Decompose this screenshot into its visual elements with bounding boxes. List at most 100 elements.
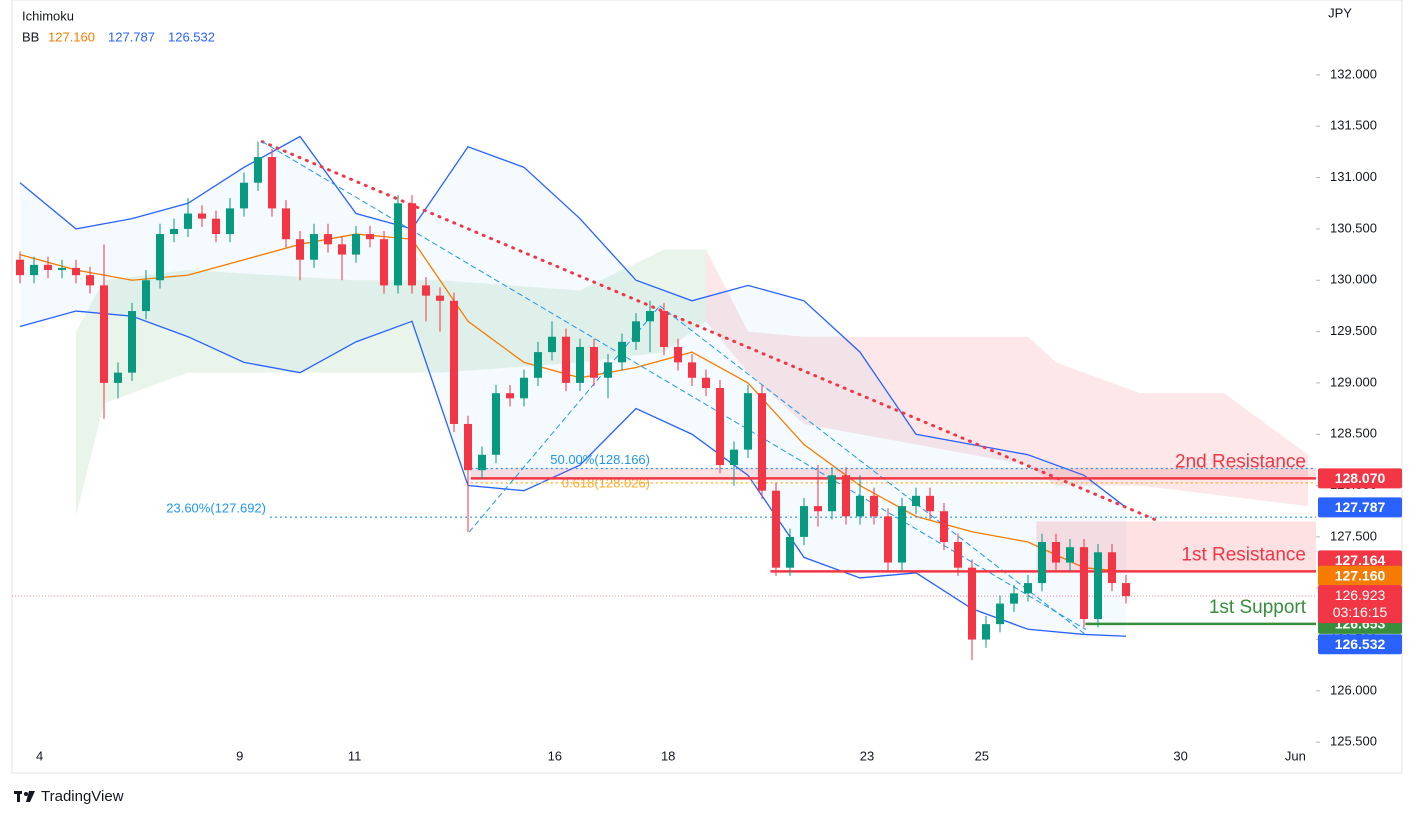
candle-body [534,352,542,378]
candle-body [156,234,164,281]
candle-body [450,300,458,424]
candle-body [184,213,192,229]
level-label: 1st Support [1209,597,1307,618]
candle-body [464,423,472,471]
y-tick-label: 125.500 [1330,734,1377,749]
brand-name: TradingView [41,788,124,805]
candle-body [72,267,80,276]
zone [470,468,1316,479]
currency: JPY [1328,5,1352,20]
candle-body [492,393,500,455]
trendline [659,305,1086,635]
level-label: 2nd Resistance [1175,451,1306,472]
x-tick-label: 18 [661,748,675,763]
candle-body [1122,583,1130,597]
candle-body [786,536,794,568]
candle-body [142,280,150,312]
y-tick-label: 131.000 [1330,169,1377,184]
x-tick-label: 25 [975,748,989,763]
candle-body [128,311,136,373]
annotation-layer: 50.00%(128.166)0.618(128.026)23.60%(127.… [12,140,1316,635]
candle-body [226,208,234,235]
x-tick-label: Jun [1285,748,1306,763]
price-tag [1318,468,1402,489]
candle-body [198,213,206,219]
bb-upper [19,135,1127,508]
candle-body [940,511,948,543]
candle-body [562,336,570,383]
fib-label: 50.00%(128.166) [550,452,650,467]
trendline [468,305,661,533]
indicator-name: Ichimoku [22,8,74,23]
candle-body [324,234,332,245]
candle-body [702,377,710,389]
candle-body [296,239,304,260]
y-tick-label: 132.000 [1330,66,1377,81]
y-tick-label: 126.000 [1330,682,1377,697]
candle-body [366,234,374,240]
candle-body [926,495,934,512]
candle-layer [16,141,1130,661]
x-tick-label: 30 [1173,748,1187,763]
candle-body [814,506,822,512]
price-tag [1318,565,1402,586]
candle-body [352,234,360,255]
x-tick-label: 23 [860,748,874,763]
candle-body [1010,593,1018,604]
candle-body [912,495,920,507]
last-price-tag [1318,585,1402,624]
candle-body [730,449,738,466]
price-tag [1318,634,1402,655]
y-tick-label: 127.500 [1330,528,1377,543]
candle-body [548,336,556,353]
candle-body [884,516,892,563]
candle-body [478,454,486,471]
candle-body [842,475,850,517]
candle-body [254,157,262,183]
price-tag-label: 127.164 [1335,552,1386,568]
candle-body [646,311,654,322]
candle-body [1024,583,1032,594]
candle-body [996,603,1004,625]
candle-body [576,346,584,383]
bb-value: 126.532 [168,29,215,44]
bb-value: 127.160 [48,29,95,44]
candle-body [590,346,598,378]
candle-body [86,275,94,286]
candle-body [16,259,24,276]
candle-body [1066,547,1074,563]
candle-body [394,203,402,286]
candle-body [282,208,290,240]
tag-layer: 128.070127.787127.164127.160126.653126.5… [1318,468,1402,655]
x-tick-label: 4 [36,748,43,763]
candle-body [1094,552,1102,620]
fib-label: 23.60%(127.692) [166,501,266,516]
cloud-layer [76,249,1308,517]
candle-body [30,264,38,276]
candle-body [268,157,276,209]
candle-body [310,234,318,260]
candle-body [716,388,724,466]
candle-body [100,285,108,383]
price-tag-label: 128.070 [1335,470,1386,486]
candle-body [380,239,388,286]
ichimoku-cloud [76,249,706,517]
candle-body [506,393,514,399]
price-tag-label: 126.532 [1335,636,1386,652]
candle-body [170,228,178,235]
candle-body [520,377,528,399]
candle-body [1038,542,1046,584]
bb-value: 127.787 [108,29,155,44]
trendline [261,141,1086,630]
candle-body [618,341,626,363]
candle-body [674,346,682,363]
bb-lower [19,310,1127,637]
candle-body [338,244,346,255]
candle-body [436,295,444,301]
candle-body [1080,547,1088,620]
candle-body [968,567,976,640]
candle-body [1108,552,1116,584]
candle-body [856,495,864,517]
x-tick-label: 16 [548,748,562,763]
